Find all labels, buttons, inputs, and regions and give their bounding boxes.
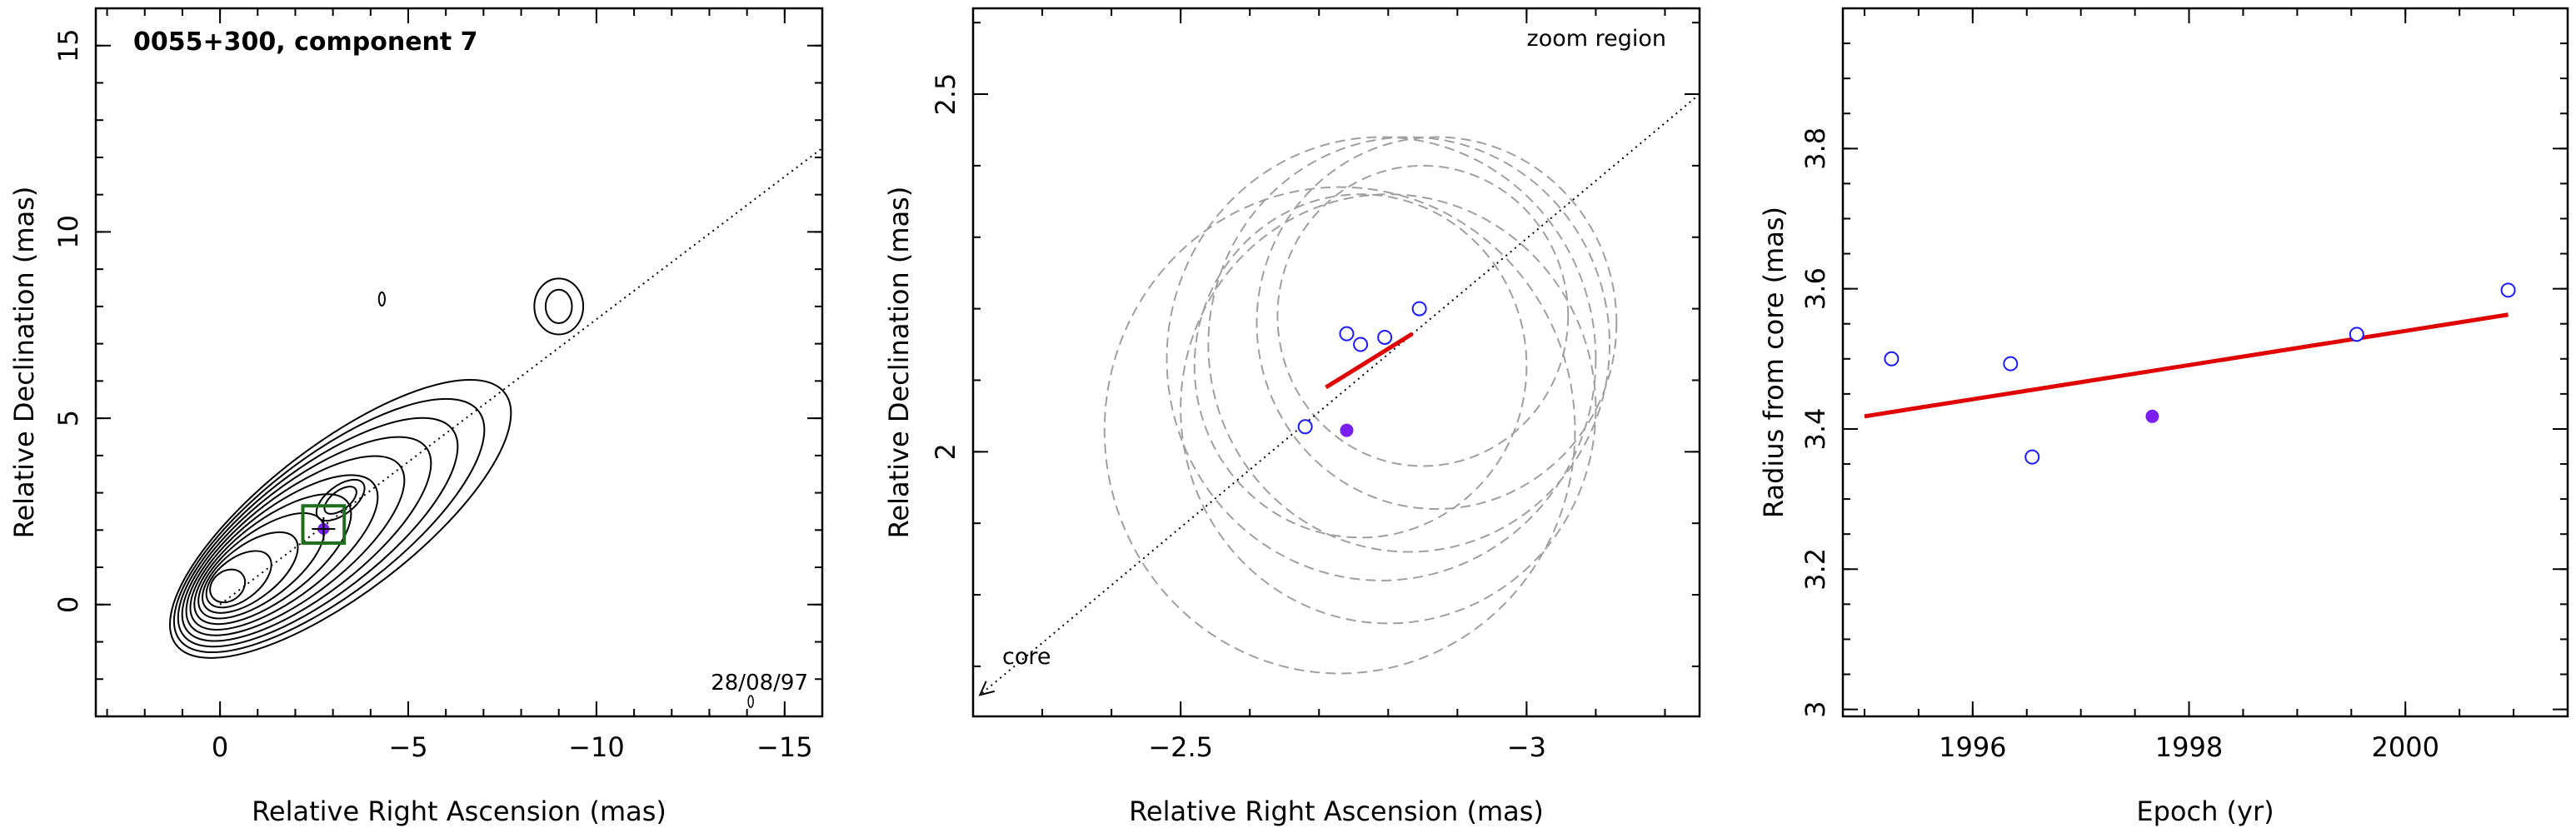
epoch-position-point: [1377, 329, 1393, 345]
epoch-position-point: [1339, 326, 1355, 342]
contour-level: [315, 478, 366, 522]
epoch-position-point: [1411, 301, 1427, 317]
panel-zoom-region: −2.5 −3 2 2.5 zoom region core Relative Rig…: [883, 7, 1701, 827]
panel2-ylabel: Relative Declination (mas): [883, 187, 915, 539]
beam-circle: [1207, 136, 1611, 553]
x-tick-label: 1996: [1939, 731, 2006, 763]
y-tick-label: 2.5: [930, 73, 961, 116]
contour-level: [544, 288, 573, 325]
x-tick-label: −5: [388, 731, 427, 763]
radius-point: [2500, 282, 2516, 298]
y-tick-label: 0: [52, 596, 84, 613]
y-tick-label: 3.2: [1800, 548, 1831, 591]
contour-level: [193, 493, 352, 626]
beam-circle: [1256, 136, 1618, 511]
panel1-marks: [219, 147, 822, 708]
beam-circles: [1103, 136, 1618, 675]
contour-set: [169, 277, 585, 659]
fit-line: [1864, 312, 2509, 419]
fit-segment: [1325, 332, 1414, 390]
zoom-box: [301, 504, 347, 545]
panel2-marks: [978, 93, 1700, 696]
contour-level: [209, 568, 247, 604]
panel3-marks: [1864, 282, 2516, 465]
panel1-title: 0055+300, component 7: [133, 27, 478, 57]
reference-epoch-point: [1340, 423, 1354, 437]
beam-circle: [1193, 193, 1528, 539]
contour-level: [172, 397, 486, 654]
x-tick-label: −2.5: [1148, 731, 1213, 763]
beam-circle: [1276, 164, 1570, 467]
panel3-ylabel: Radius from core (mas): [1758, 207, 1790, 518]
x-tick-label: −15: [756, 731, 813, 763]
panel1-xlabel: Relative Right Ascension (mas): [252, 796, 666, 827]
y-tick-label: 5: [52, 410, 84, 426]
x-tick-label: −3: [1507, 731, 1546, 763]
beam-ellipse: [747, 695, 754, 708]
contour-level: [323, 486, 357, 515]
epoch-position-point: [1353, 337, 1369, 352]
panel2-frame: [971, 7, 1701, 718]
jet-axis-line: [219, 147, 822, 606]
panel1-ylabel: Relative Declination (mas): [8, 187, 40, 539]
panel-radius-vs-epoch: 1996 1998 2000 3 3.2 3.4 3.6 3.8 Epoch (yr) Rad…: [1758, 7, 2569, 827]
contour-level: [205, 550, 272, 609]
y-tick-label: 15: [52, 28, 84, 62]
panel2-core-annotation: core: [1002, 644, 1051, 670]
contour-level: [181, 436, 432, 642]
panel3-ticks: 1996 1998 2000 3 3.2 3.4 3.6 3.8: [1800, 7, 2569, 763]
radius-point: [1884, 351, 1900, 367]
x-tick-label: 0: [212, 731, 228, 763]
y-tick-label: 2: [930, 443, 961, 460]
contour-level: [177, 416, 459, 648]
radius-point: [2349, 327, 2364, 342]
panel3-xlabel: Epoch (yr): [2136, 796, 2274, 827]
beam-circle: [1166, 136, 1597, 581]
y-tick-label: 3.4: [1800, 408, 1831, 451]
x-tick-label: 2000: [2372, 731, 2439, 763]
contour-level: [377, 291, 386, 307]
x-tick-label: −10: [568, 731, 625, 763]
panel2-ticks: −2.5 −3 2 2.5: [930, 8, 1700, 763]
beam-circle: [1103, 186, 1576, 675]
radius-point: [2024, 449, 2040, 465]
contour-level: [189, 474, 379, 631]
contour-level: [201, 531, 299, 614]
panel2-xlabel: Relative Right Ascension (mas): [1129, 796, 1544, 827]
jet-axis-line: [979, 93, 1700, 696]
y-tick-label: 3.6: [1800, 267, 1831, 310]
reference-epoch-point: [2145, 409, 2159, 423]
panel1-date-annotation: 28/08/97: [711, 671, 808, 696]
panel3-frame: [1841, 7, 2569, 718]
panel1-frame: [94, 7, 824, 718]
y-tick-label: 3.8: [1800, 127, 1831, 170]
contour-level: [185, 455, 406, 636]
contour-level: [169, 378, 512, 659]
panel-contour-map: 0 −5 −10 −15 0 5 10 15 0055+300, component 7 28…: [8, 7, 824, 827]
x-tick-label: 1998: [2155, 731, 2223, 763]
core-arrowhead: [978, 681, 996, 696]
beam-circle: [1180, 193, 1597, 625]
contour-level: [533, 277, 585, 336]
y-tick-label: 10: [52, 215, 84, 249]
panel2-zoom-annotation: zoom region: [1527, 26, 1666, 52]
y-tick-label: 3: [1800, 701, 1831, 717]
radius-point: [2003, 356, 2019, 372]
panel1-ticks: 0 −5 −10 −15 0 5 10 15: [52, 7, 823, 763]
epoch-position-point: [1297, 419, 1313, 435]
